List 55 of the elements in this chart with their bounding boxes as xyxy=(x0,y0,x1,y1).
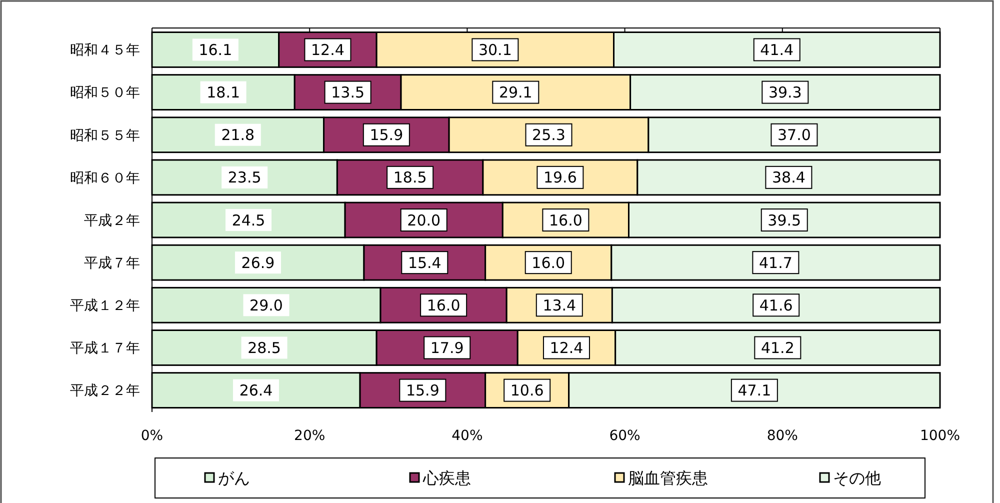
data-label: 13.4 xyxy=(542,296,576,314)
data-label: 41.4 xyxy=(760,40,794,59)
y-tick-label: 平成１２年 xyxy=(70,298,140,314)
x-tick-label: 80% xyxy=(766,428,798,444)
data-label: 26.4 xyxy=(239,382,273,400)
data-label: 38.4 xyxy=(772,168,806,187)
data-label: 12.4 xyxy=(550,338,584,357)
y-tick-label: 昭和６０年 xyxy=(70,170,140,186)
legend-label: 脳血管疾患 xyxy=(628,468,708,488)
data-label: 15.9 xyxy=(370,126,404,144)
data-label: 16.1 xyxy=(198,40,232,59)
data-label: 10.6 xyxy=(510,382,544,400)
data-label: 13.5 xyxy=(331,84,365,102)
data-label: 16.0 xyxy=(426,296,460,314)
legend-label: その他 xyxy=(833,468,881,488)
data-label: 16.0 xyxy=(548,211,582,230)
data-label: 23.5 xyxy=(228,168,262,187)
x-tick-label: 0% xyxy=(140,428,164,444)
data-label: 26.9 xyxy=(241,254,275,272)
data-label: 37.0 xyxy=(778,126,811,144)
data-label: 28.5 xyxy=(248,338,281,357)
y-tick-label: 平成７年 xyxy=(84,255,140,272)
data-label: 47.1 xyxy=(738,382,772,400)
data-label: 20.0 xyxy=(407,211,441,230)
data-label: 39.3 xyxy=(768,84,802,102)
data-label: 29.0 xyxy=(250,296,283,314)
y-tick-label: 昭和５５年 xyxy=(70,128,140,144)
y-tick-label: 平成２２年 xyxy=(70,383,140,400)
x-tick-label: 20% xyxy=(294,428,326,444)
x-tick-label: 60% xyxy=(609,428,640,444)
y-tick-label: 昭和５０年 xyxy=(70,85,140,102)
data-label: 18.1 xyxy=(206,84,240,102)
data-label: 25.3 xyxy=(532,126,566,144)
data-label: 39.5 xyxy=(768,211,802,230)
data-label: 19.6 xyxy=(543,168,577,187)
y-tick-label: 昭和４５年 xyxy=(70,42,140,59)
y-tick-label: 平成１７年 xyxy=(70,340,140,357)
data-label: 18.5 xyxy=(393,168,427,187)
data-label: 30.1 xyxy=(478,40,512,59)
data-label: 41.2 xyxy=(760,338,794,357)
data-label: 41.6 xyxy=(759,296,793,314)
x-tick-label: 40% xyxy=(452,428,483,444)
data-label: 21.8 xyxy=(221,126,255,144)
data-label: 41.7 xyxy=(759,254,792,272)
data-label: 29.1 xyxy=(498,84,532,102)
data-label: 12.4 xyxy=(311,40,344,59)
y-tick-label: 平成２年 xyxy=(84,212,140,229)
data-label: 17.9 xyxy=(430,338,464,357)
x-tick-label: 100% xyxy=(920,428,960,444)
legend-label: 心疾患 xyxy=(422,468,471,488)
data-label: 15.9 xyxy=(406,382,440,400)
data-label: 24.5 xyxy=(232,211,266,230)
data-label: 16.0 xyxy=(532,254,566,272)
data-label: 15.4 xyxy=(408,254,442,272)
legend-label: がん xyxy=(218,468,250,488)
